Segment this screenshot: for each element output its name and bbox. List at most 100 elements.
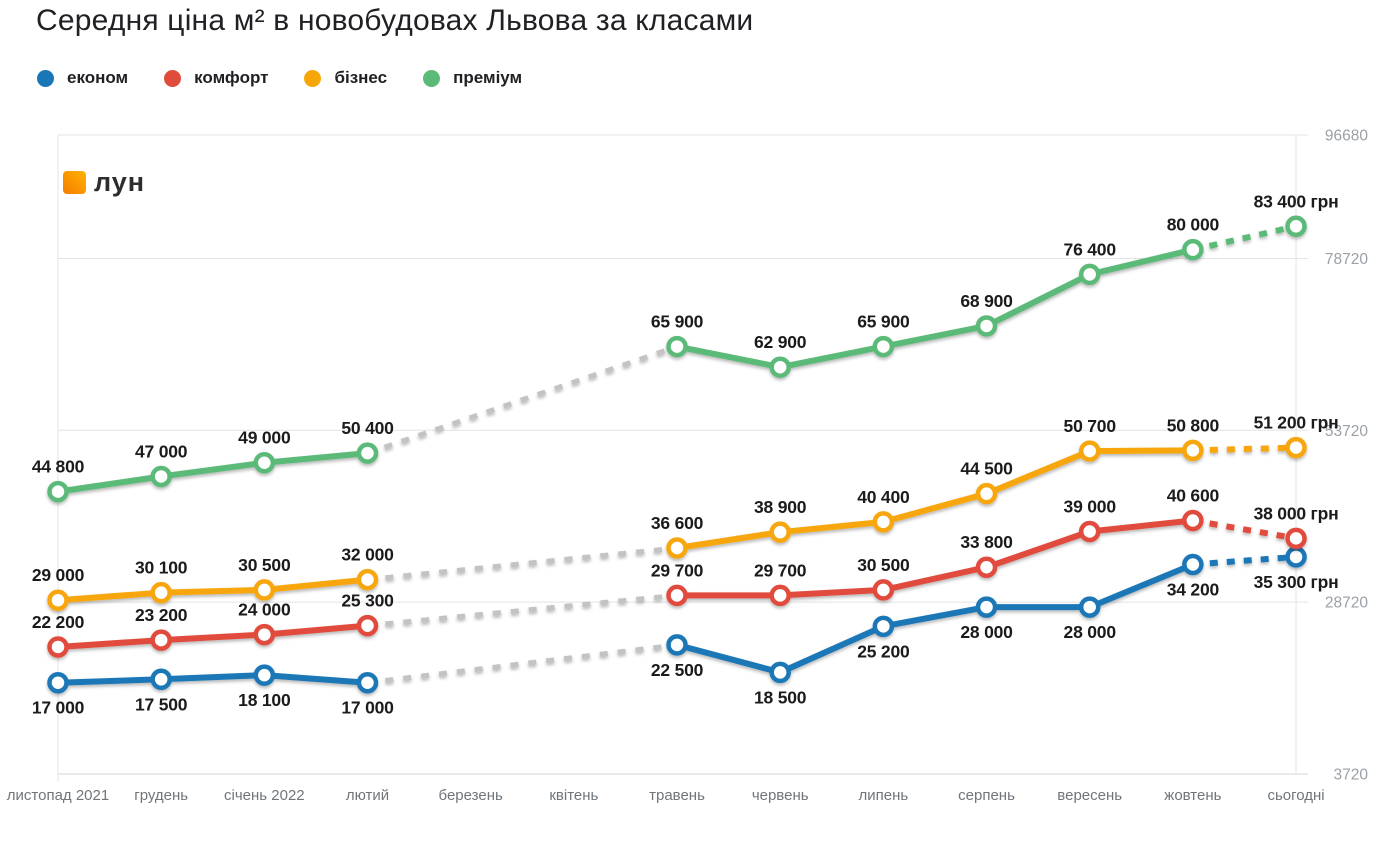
data-point-premium-6[interactable] [666, 335, 688, 358]
legend-item-comfort[interactable]: комфорт [164, 68, 268, 88]
legend-dot-premium [423, 69, 441, 87]
data-label-comfort-8: 30 500 [857, 555, 910, 575]
x-axis-label: травень [649, 787, 705, 804]
data-point-econom-12[interactable] [1285, 546, 1307, 568]
data-point-comfort-2[interactable] [253, 623, 276, 646]
data-label-premium-6: 65 900 [651, 312, 704, 332]
data-point-comfort-7[interactable] [769, 584, 791, 607]
legend-label-econom: економ [67, 68, 129, 87]
data-point-econom-10[interactable] [1078, 596, 1101, 618]
data-point-premium-10[interactable] [1078, 263, 1101, 286]
data-point-comfort-1[interactable] [150, 629, 172, 651]
projection-segment-premium [1192, 223, 1297, 253]
line-segment-premium [882, 323, 988, 350]
data-label-comfort-11: 40 600 [1167, 485, 1220, 505]
legend-item-business[interactable]: бізнес [304, 68, 387, 88]
line-segment-comfort [264, 622, 368, 638]
data-point-business-12[interactable] [1285, 436, 1307, 459]
data-point-business-6[interactable] [666, 537, 688, 559]
data-point-business-2[interactable] [253, 579, 276, 601]
x-axis-label: сьогодні [1267, 787, 1324, 804]
data-label-business-11: 50 800 [1167, 415, 1220, 435]
data-point-business-11[interactable] [1182, 439, 1204, 462]
data-point-econom-3[interactable] [356, 671, 379, 694]
line-segment-econom [57, 676, 162, 686]
data-point-econom-6[interactable] [666, 634, 688, 656]
data-point-business-1[interactable] [150, 581, 172, 604]
legend-label-comfort: комфорт [194, 68, 269, 87]
data-point-premium-7[interactable] [769, 356, 791, 378]
data-point-econom-0[interactable] [47, 671, 69, 694]
data-point-premium-8[interactable] [872, 335, 895, 358]
data-label-premium-3: 50 400 [341, 418, 394, 438]
gap-connector-business [367, 545, 678, 583]
data-label-econom-2: 18 100 [238, 690, 291, 710]
data-point-comfort-12[interactable] [1285, 527, 1307, 550]
line-segment-premium [57, 473, 162, 495]
data-point-econom-2[interactable] [253, 664, 276, 686]
data-point-econom-11[interactable] [1182, 553, 1204, 576]
data-point-premium-12[interactable] [1285, 215, 1307, 238]
series-premium [47, 215, 1307, 503]
series-comfort [47, 509, 1307, 658]
data-label-econom-9: 28 000 [960, 622, 1013, 642]
line-segment-econom [264, 672, 368, 686]
line-segment-comfort [985, 528, 1091, 571]
y-axis-label: 3720 [1334, 767, 1369, 784]
data-point-econom-7[interactable] [769, 661, 791, 684]
data-point-econom-8[interactable] [872, 615, 895, 638]
data-point-business-0[interactable] [47, 589, 69, 611]
data-point-premium-9[interactable] [975, 315, 998, 337]
data-label-comfort-12: 38 000 грн [1254, 503, 1339, 523]
line-segment-business [264, 576, 368, 593]
data-point-business-8[interactable] [872, 511, 895, 533]
data-label-comfort-6: 29 700 [651, 560, 704, 580]
legend-dot-comfort [164, 69, 182, 87]
data-point-comfort-8[interactable] [872, 579, 895, 601]
legend-label-premium: преміум [453, 68, 523, 87]
line-segment-premium [264, 450, 368, 466]
chart-title: Середня ціна м² в новобудовах Львова за … [36, 4, 754, 37]
data-point-econom-9[interactable] [975, 596, 998, 618]
data-point-business-10[interactable] [1078, 440, 1101, 462]
data-point-comfort-11[interactable] [1182, 509, 1204, 532]
data-label-comfort-9: 33 800 [960, 532, 1013, 552]
data-label-business-8: 40 400 [857, 487, 910, 507]
x-axis-label: січень 2022 [224, 787, 305, 804]
data-point-premium-1[interactable] [150, 465, 172, 488]
line-segment-premium [985, 271, 1092, 329]
line-segment-business [57, 589, 162, 604]
data-point-premium-0[interactable] [47, 480, 69, 503]
data-point-comfort-6[interactable] [666, 584, 688, 607]
data-point-premium-11[interactable] [1182, 238, 1204, 261]
line-segment-econom [676, 642, 781, 676]
line-segment-premium [676, 343, 781, 371]
data-label-econom-8: 25 200 [857, 641, 910, 661]
y-axis-label: 53720 [1325, 423, 1368, 440]
line-segment-premium [160, 459, 265, 480]
data-point-business-9[interactable] [975, 482, 998, 505]
data-label-business-12: 51 200 грн [1254, 413, 1339, 433]
data-point-comfort-9[interactable] [975, 556, 998, 578]
data-label-business-9: 44 500 [960, 459, 1013, 479]
legend-item-premium[interactable]: преміум [423, 68, 522, 88]
data-label-econom-0: 17 000 [32, 698, 85, 718]
line-segment-econom [882, 604, 988, 630]
data-label-premium-9: 68 900 [960, 291, 1013, 311]
data-label-econom-10: 28 000 [1064, 622, 1117, 642]
x-axis-labels: листопад 2021 грудень січень 2022 лютий бере… [7, 787, 1325, 804]
line-segment-business [676, 529, 781, 551]
line-segment-comfort [882, 564, 988, 593]
line-segment-comfort [1089, 517, 1194, 535]
data-point-premium-2[interactable] [253, 451, 276, 474]
x-axis-label: квітень [549, 787, 598, 804]
data-point-business-3[interactable] [356, 568, 379, 591]
data-point-comfort-3[interactable] [356, 614, 379, 637]
legend-item-econom[interactable]: економ [37, 68, 128, 88]
data-point-premium-3[interactable] [356, 442, 379, 464]
data-point-comfort-0[interactable] [47, 636, 69, 658]
data-point-business-7[interactable] [769, 521, 791, 543]
data-point-econom-1[interactable] [150, 668, 172, 691]
data-point-comfort-10[interactable] [1078, 520, 1101, 543]
